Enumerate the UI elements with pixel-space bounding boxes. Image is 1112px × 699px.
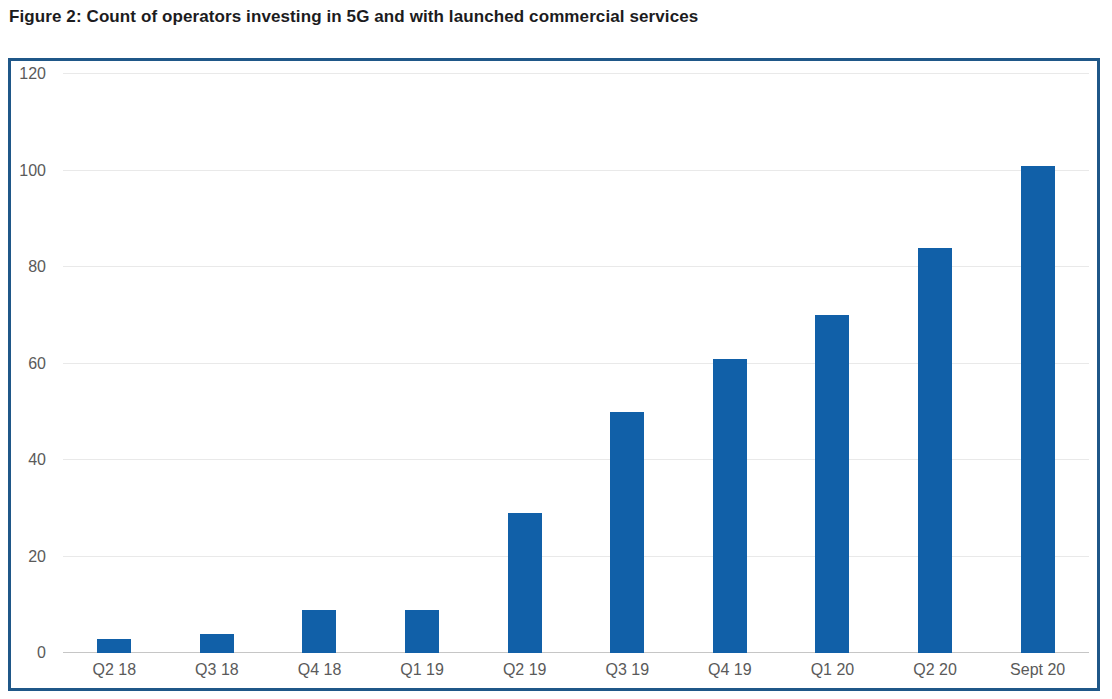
y-axis-tick-label: 100: [19, 163, 46, 179]
x-axis-tick-label: Sept 20: [1010, 662, 1065, 678]
y-axis-tick-label: 40: [28, 452, 46, 468]
x-axis-tick-label: Q4 19: [708, 662, 752, 678]
bar-group-sept-20: Sept 20: [986, 74, 1089, 653]
chart-frame: 020406080100120Q2 18Q3 18Q4 18Q1 19Q2 19…: [8, 58, 1100, 691]
y-axis-tick-label: 0: [37, 645, 46, 661]
page: Figure 2: Count of operators investing i…: [0, 0, 1112, 699]
bar-group-q3-18: Q3 18: [166, 74, 269, 653]
bar-q3-19: [610, 412, 644, 653]
bar-q1-19: [405, 610, 439, 653]
bar-q2-18: [97, 639, 131, 653]
x-axis-tick-label: Q1 19: [400, 662, 444, 678]
x-axis-tick-label: Q4 18: [298, 662, 342, 678]
y-axis-tick-label: 80: [28, 259, 46, 275]
y-axis-tick-label: 60: [28, 356, 46, 372]
bar-sept-20: [1021, 166, 1055, 653]
x-axis-tick-label: Q3 19: [605, 662, 649, 678]
bar-q2-20: [918, 248, 952, 653]
bars-row: Q2 18Q3 18Q4 18Q1 19Q2 19Q3 19Q4 19Q1 20…: [63, 74, 1089, 653]
bar-group-q2-19: Q2 19: [473, 74, 576, 653]
bar-q1-20: [815, 315, 849, 653]
x-axis-tick-label: Q3 18: [195, 662, 239, 678]
bar-q4-18: [302, 610, 336, 653]
bar-q3-18: [200, 634, 234, 653]
plot-area: 020406080100120Q2 18Q3 18Q4 18Q1 19Q2 19…: [63, 74, 1089, 653]
bar-group-q2-18: Q2 18: [63, 74, 166, 653]
bar-group-q1-20: Q1 20: [781, 74, 884, 653]
bar-group-q3-19: Q3 19: [576, 74, 679, 653]
bar-q2-19: [508, 513, 542, 653]
figure-title: Figure 2: Count of operators investing i…: [9, 7, 698, 27]
x-axis-tick-label: Q1 20: [811, 662, 855, 678]
bar-group-q2-20: Q2 20: [884, 74, 987, 653]
x-axis-tick-label: Q2 19: [503, 662, 547, 678]
bar-group-q4-19: Q4 19: [679, 74, 782, 653]
bar-group-q1-19: Q1 19: [371, 74, 474, 653]
bar-group-q4-18: Q4 18: [268, 74, 371, 653]
y-axis-tick-label: 120: [19, 66, 46, 82]
x-axis-tick-label: Q2 18: [93, 662, 137, 678]
bar-q4-19: [713, 359, 747, 653]
x-axis-tick-label: Q2 20: [913, 662, 957, 678]
y-axis-tick-label: 20: [28, 549, 46, 565]
